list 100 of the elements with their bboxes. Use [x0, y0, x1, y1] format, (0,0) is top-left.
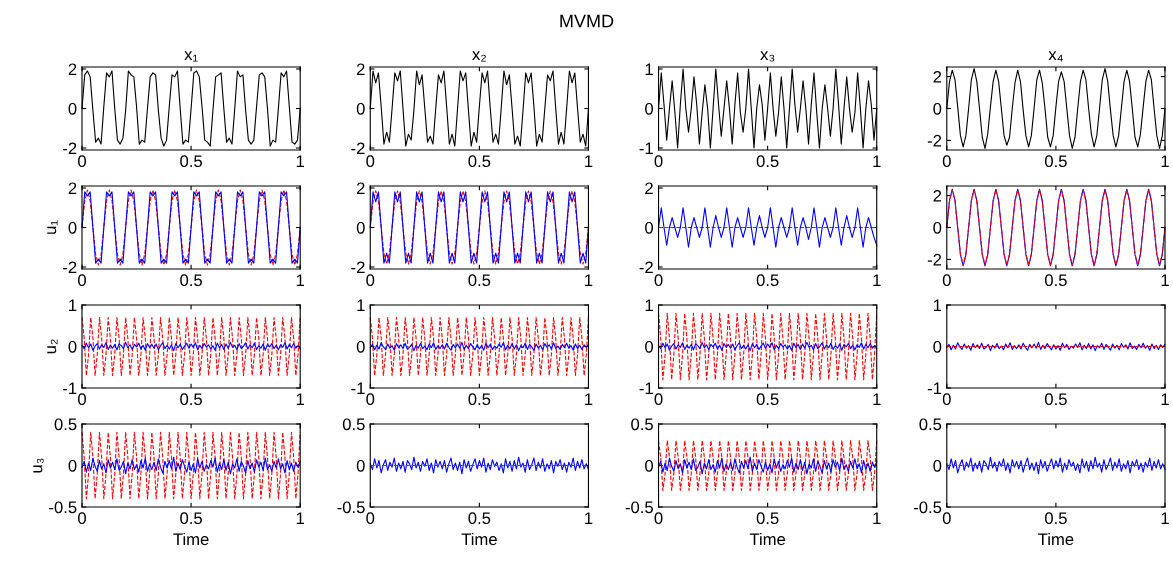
y-tick-label: 0 — [933, 102, 942, 115]
x-tick-label: 0 — [366, 274, 375, 287]
x-tick-label: 1 — [296, 393, 305, 405]
y-tick-label: -2 — [927, 134, 942, 147]
y-tick-label: -2 — [63, 142, 77, 155]
y-tick-label: 2 — [645, 182, 653, 195]
x-tick-label: 1 — [585, 512, 593, 524]
x-tick-label: 1 — [296, 155, 305, 167]
chart-title: x₂ — [472, 51, 486, 62]
x-tick-label: 0 — [78, 274, 86, 287]
x-tick-label: 1 — [873, 512, 881, 524]
y-tick-label: -1 — [639, 142, 653, 155]
line-series — [946, 456, 1166, 475]
y-tick-label: 0.5 — [342, 418, 365, 431]
y-tick-label: 0 — [68, 221, 77, 234]
y-tick-label: -2 — [63, 261, 77, 274]
x-tick-label: 1 — [296, 274, 305, 286]
y-tick-label: 2 — [68, 63, 77, 76]
x-tick-label: 0 — [942, 274, 951, 287]
x-tick-label: 0.5 — [180, 155, 202, 168]
x-tick-label: 1 — [585, 155, 593, 167]
y-tick-label: 0 — [933, 340, 942, 353]
x-tick-label: 0 — [654, 274, 663, 287]
line-series — [946, 341, 1166, 352]
x-tick-label: 1 — [585, 274, 593, 286]
y-tick-label: 0 — [645, 340, 654, 353]
x-tick-label: 0.5 — [180, 274, 202, 287]
line-series — [369, 316, 590, 377]
y-tick-label: 0 — [645, 459, 654, 472]
y-tick-label: -2 — [639, 261, 653, 274]
x-tick-label: 1 — [873, 155, 881, 167]
x-tick-label: 0.5 — [468, 274, 491, 287]
y-tick-label: 1 — [645, 63, 653, 76]
x-tick-label: 0.5 — [1044, 393, 1067, 406]
y-tick-label: 0 — [933, 221, 942, 234]
line-series — [81, 456, 301, 475]
x-tick-label: 0.5 — [468, 155, 491, 168]
x-tick-label: 0 — [366, 512, 375, 525]
y-tick-label: 0 — [356, 221, 365, 234]
line-series — [657, 207, 878, 248]
x-tick-label: 0.5 — [468, 393, 491, 406]
line-series — [369, 341, 590, 352]
x-tick-label: 1 — [1161, 274, 1169, 286]
y-tick-label: 1 — [933, 299, 942, 312]
y-tick-label: -0.5 — [49, 501, 77, 514]
y-tick-label: 2 — [933, 189, 942, 202]
y-tick-label: 0 — [933, 459, 942, 472]
x-tick-label: 1 — [296, 512, 305, 524]
line-series — [81, 431, 301, 500]
y-tick-label: -2 — [927, 253, 942, 266]
y-tick-label: -2 — [351, 142, 365, 155]
y-axis-title: u₁ — [47, 220, 58, 234]
x-tick-label: 0 — [366, 155, 375, 168]
y-tick-label: 1 — [69, 299, 77, 312]
y-tick-label: -1 — [351, 382, 365, 395]
y-tick-label: 0.5 — [54, 418, 77, 431]
chart-title: x₄ — [1048, 51, 1063, 62]
x-tick-label: 0.5 — [1044, 155, 1067, 168]
x-tick-label: 1 — [1161, 155, 1169, 167]
x-tick-label: 0 — [654, 393, 663, 406]
chart-title: x₁ — [184, 51, 198, 62]
x-tick-label: 0.5 — [756, 512, 779, 525]
y-tick-label: -1 — [63, 382, 77, 395]
x-tick-label: 0.5 — [756, 393, 779, 406]
x-axis-title: Time — [173, 532, 209, 546]
x-tick-label: 0.5 — [180, 512, 202, 525]
x-tick-label: 0 — [366, 393, 375, 406]
y-tick-label: 0 — [645, 102, 654, 115]
x-axis-title: Time — [749, 532, 786, 546]
line-series — [657, 440, 878, 491]
x-tick-label: 1 — [873, 274, 881, 286]
line-series — [369, 456, 590, 475]
y-axis-title: u₃ — [33, 458, 44, 473]
x-tick-label: 0 — [942, 155, 951, 168]
y-tick-label: 0 — [68, 459, 77, 472]
y-tick-label: 0 — [68, 102, 77, 115]
x-tick-label: 0.5 — [468, 512, 491, 525]
line-series — [657, 341, 878, 352]
y-tick-label: -1 — [639, 382, 653, 395]
y-tick-label: 0 — [356, 459, 365, 472]
x-axis-title: Time — [1038, 532, 1074, 546]
line-series — [657, 312, 878, 381]
y-tick-label: -2 — [351, 261, 365, 274]
y-tick-label: 2 — [68, 182, 77, 195]
y-tick-label: 0 — [645, 221, 654, 234]
x-tick-label: 0 — [78, 512, 86, 525]
y-tick-label: -0.5 — [913, 501, 942, 514]
y-tick-label: -1 — [927, 382, 942, 395]
y-tick-label: 1 — [357, 299, 365, 312]
x-axis-title: Time — [461, 532, 497, 546]
y-tick-label: 0.5 — [631, 418, 653, 431]
x-tick-label: 1 — [1161, 393, 1169, 405]
y-tick-label: 1 — [645, 299, 653, 312]
y-tick-label: 0 — [68, 340, 77, 353]
line-series — [657, 456, 878, 475]
x-tick-label: 0 — [654, 155, 663, 168]
y-tick-label: 2 — [356, 182, 365, 195]
y-tick-label: 0 — [356, 102, 365, 115]
y-axis-title: u₂ — [47, 339, 58, 354]
x-tick-label: 1 — [585, 393, 593, 405]
